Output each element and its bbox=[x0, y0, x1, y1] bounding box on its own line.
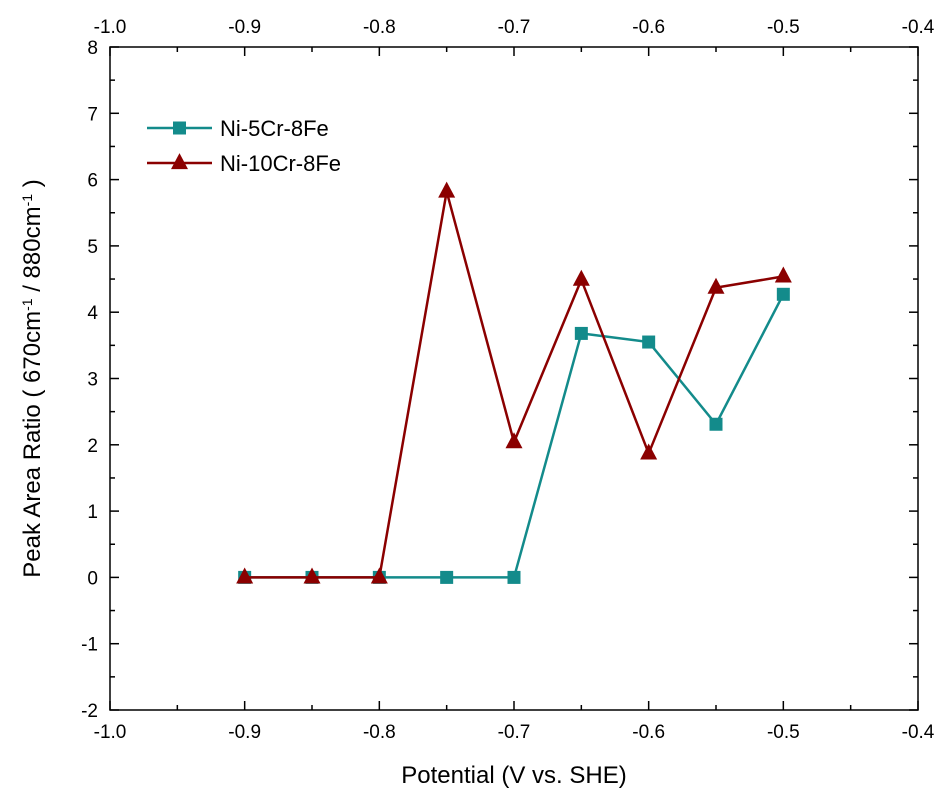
data-point-Ni-10Cr-8Fe bbox=[438, 181, 456, 198]
plot-frame bbox=[109, 46, 919, 711]
data-point-Ni-5Cr-8Fe bbox=[642, 335, 656, 349]
x-tick-label-bottom: -0.6 bbox=[632, 722, 665, 743]
y-tick-label: 1 bbox=[87, 502, 98, 523]
x-tick-label-bottom: -0.4 bbox=[902, 722, 935, 743]
ticks-layer: -1.0 -1.0 -0.9 -0.9 -0.8 -0.8 -0.7 -0.7 -0.6 -0.6… bbox=[81, 17, 935, 743]
y-tick-label: -2 bbox=[81, 701, 98, 722]
data-point-Ni-5Cr-8Fe bbox=[574, 326, 588, 340]
x-tick-label-top: -0.5 bbox=[767, 17, 800, 38]
x-tick-label-bottom: -0.7 bbox=[498, 722, 531, 743]
legend-marker bbox=[171, 153, 188, 170]
x-tick-label-top: -1.0 bbox=[94, 17, 127, 38]
x-tick-label-bottom: -1.0 bbox=[94, 722, 127, 743]
y-tick-label: 7 bbox=[87, 104, 98, 125]
data-point-Ni-10Cr-8Fe bbox=[707, 277, 725, 294]
y-axis-title-suffix: ) bbox=[19, 179, 46, 194]
x-tick-label-top: -0.6 bbox=[632, 17, 665, 38]
legend-label: Ni-10Cr-8Fe bbox=[220, 151, 341, 176]
y-tick-label: 5 bbox=[87, 237, 98, 258]
y-axis-title-sup-2: -1 bbox=[19, 194, 35, 207]
data-point-Ni-5Cr-8Fe bbox=[440, 570, 454, 584]
data-point-Ni-10Cr-8Fe bbox=[640, 443, 658, 460]
x-tick-label-top: -0.7 bbox=[498, 17, 531, 38]
series-line-Ni-10Cr-8Fe bbox=[244, 191, 784, 579]
x-tick-label-bottom: -0.5 bbox=[767, 722, 800, 743]
y-tick-label: 4 bbox=[87, 303, 98, 324]
x-tick-label-top: -0.8 bbox=[363, 17, 396, 38]
y-tick-label: 6 bbox=[87, 171, 98, 192]
legend: Ni-5Cr-8Fe Ni-10Cr-8Fe bbox=[147, 116, 341, 176]
data-point-Ni-10Cr-8Fe bbox=[303, 567, 321, 584]
x-tick-label-bottom: -0.9 bbox=[228, 722, 261, 743]
y-tick-label: 3 bbox=[87, 370, 98, 391]
data-point-Ni-10Cr-8Fe bbox=[774, 266, 792, 283]
legend-marker bbox=[173, 121, 186, 135]
y-tick-label: 8 bbox=[87, 38, 98, 59]
y-tick-label: 2 bbox=[87, 436, 98, 457]
series-layer bbox=[236, 181, 792, 584]
series-Ni-10Cr-8Fe bbox=[236, 181, 792, 584]
y-axis-title-middle: / 880cm bbox=[19, 206, 46, 298]
data-point-Ni-5Cr-8Fe bbox=[776, 287, 790, 301]
data-point-Ni-10Cr-8Fe bbox=[572, 269, 590, 286]
data-point-Ni-10Cr-8Fe bbox=[370, 567, 388, 584]
legend-label: Ni-5Cr-8Fe bbox=[220, 116, 329, 141]
legend-entry-Ni-10Cr-8Fe: Ni-10Cr-8Fe bbox=[147, 151, 341, 176]
x-axis-title: Potential (V vs. SHE) bbox=[401, 762, 626, 789]
y-axis-title-sup-1: -1 bbox=[19, 298, 35, 311]
data-point-Ni-10Cr-8Fe bbox=[236, 567, 254, 584]
x-tick-label-top: -0.9 bbox=[228, 17, 261, 38]
y-tick-label: 0 bbox=[87, 568, 98, 589]
data-point-Ni-5Cr-8Fe bbox=[709, 417, 723, 431]
legend-entry-Ni-5Cr-8Fe: Ni-5Cr-8Fe bbox=[147, 116, 329, 141]
y-tick-label: -1 bbox=[81, 635, 98, 656]
y-axis-title: Peak Area Ratio ( 670cm-1 / 880cm-1 ) bbox=[19, 179, 46, 577]
y-axis-title-prefix: Peak Area Ratio ( 670cm bbox=[19, 311, 46, 578]
x-tick-label-top: -0.4 bbox=[902, 17, 935, 38]
data-point-Ni-10Cr-8Fe bbox=[505, 432, 523, 449]
x-tick-label-bottom: -0.8 bbox=[363, 722, 396, 743]
data-point-Ni-5Cr-8Fe bbox=[507, 570, 521, 584]
